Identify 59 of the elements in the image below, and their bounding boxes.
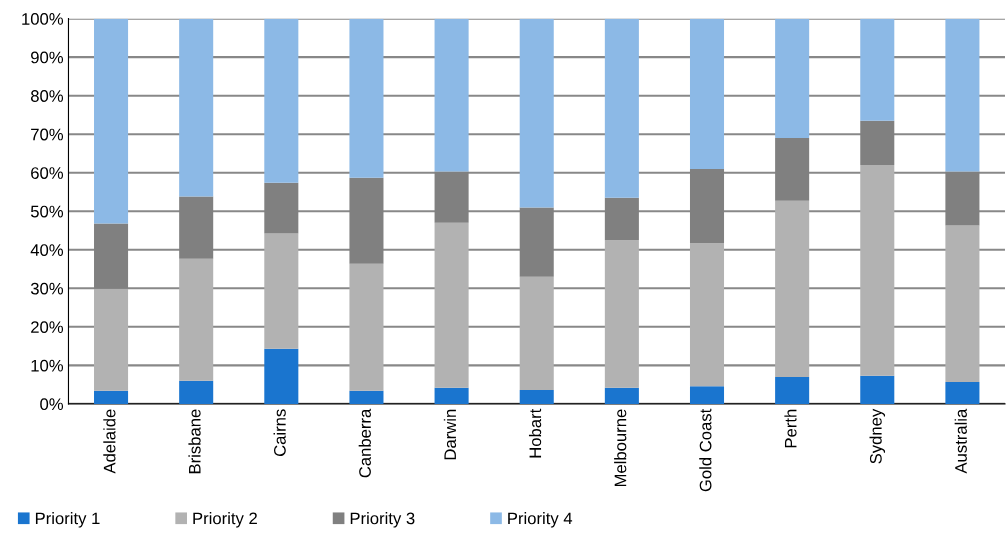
bar — [264, 18, 299, 183]
bar — [775, 376, 810, 404]
bar — [94, 288, 129, 391]
bar — [860, 18, 895, 121]
bar — [689, 243, 725, 387]
bar — [349, 18, 384, 178]
bar — [689, 18, 725, 169]
y-tick-label: 10% — [31, 359, 64, 372]
y-tick-label: 20% — [31, 321, 64, 334]
bar — [434, 18, 469, 172]
x-tick-label: Gold Coast — [699, 408, 712, 492]
x-tick-label: Hobart — [528, 408, 542, 458]
legend-label: Priority 4 — [508, 512, 573, 528]
legend-label: Priority 2 — [193, 512, 257, 528]
bar — [264, 233, 299, 349]
legend-label: Priority 3 — [350, 512, 415, 528]
x-tick-label: Perth — [784, 409, 797, 448]
bar — [94, 390, 129, 404]
bar — [945, 381, 980, 404]
bar — [945, 18, 980, 172]
y-tick-label: 70% — [31, 128, 64, 141]
bar — [860, 375, 895, 404]
bar — [860, 165, 895, 376]
bar — [349, 263, 384, 391]
bar — [604, 240, 639, 388]
bar — [179, 258, 214, 381]
x-tick-label: Canberra — [358, 408, 371, 478]
x-tick-label: Darwin — [443, 409, 457, 460]
bar — [519, 390, 554, 404]
bar — [434, 387, 469, 404]
bar — [604, 18, 639, 198]
y-tick-label: 0% — [40, 398, 64, 411]
bar — [519, 276, 554, 391]
bar — [434, 222, 469, 388]
x-tick-label: Adelaide — [103, 409, 116, 474]
y-tick-label: 30% — [30, 282, 64, 295]
x-tick-label: Brisbane — [188, 409, 201, 474]
y-tick-label: 80% — [30, 90, 64, 102]
x-tick-label: Sydney — [869, 408, 886, 464]
x-tick-label: Melbourne — [614, 409, 627, 487]
y-tick-label: 40% — [30, 244, 64, 256]
bar — [264, 348, 299, 404]
bar — [689, 386, 725, 404]
y-tick-label: 100% — [22, 13, 64, 25]
x-tick-label: Cairns — [273, 409, 286, 457]
bar — [775, 18, 810, 139]
bar — [179, 380, 214, 404]
bar — [519, 18, 554, 208]
bar — [179, 18, 214, 197]
bar — [94, 18, 129, 224]
bar — [945, 225, 980, 382]
y-tick-label: 50% — [30, 205, 64, 218]
bar — [775, 200, 810, 377]
x-tick-label: Australia — [954, 408, 967, 474]
y-tick-label: 60% — [31, 167, 64, 179]
legend-label: Priority 1 — [35, 512, 100, 528]
y-tick-label: 90% — [31, 51, 64, 64]
bar — [604, 387, 639, 404]
bar — [349, 390, 384, 404]
